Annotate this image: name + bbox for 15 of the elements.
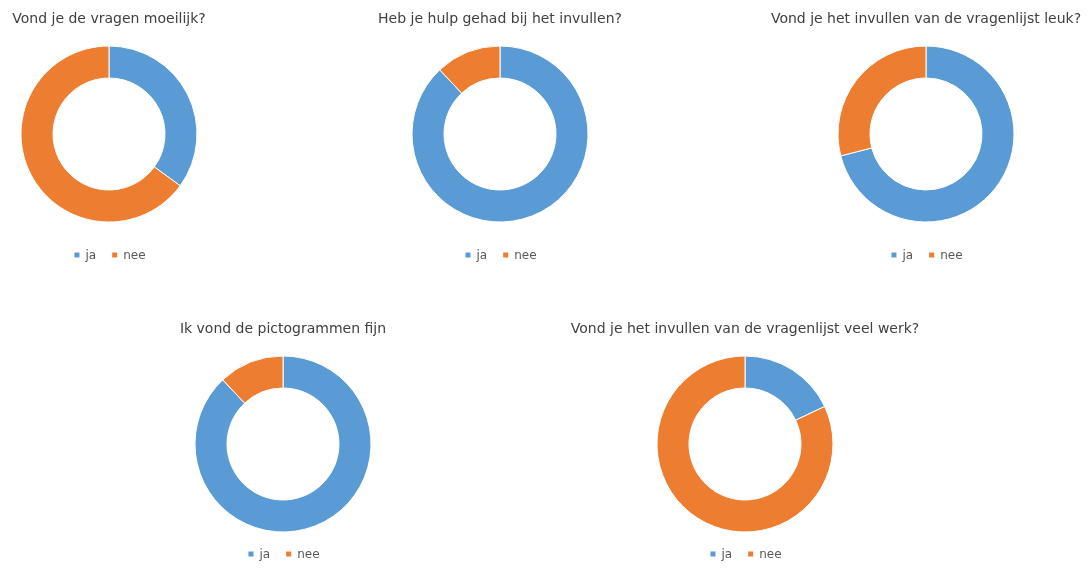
legend-label: ja [720, 547, 733, 561]
legend-label: ja [901, 248, 914, 262]
chart-title: Vond je het invullen van de vragenlijst veel werk? [570, 320, 920, 336]
legend-label: ja [258, 547, 271, 561]
legend-label: nee [297, 547, 320, 561]
chart-title: Heb je hulp gehad bij het invullen? [378, 10, 622, 26]
legend-label: nee [123, 248, 146, 262]
chart-title: Vond je het invullen van de vragenlijst leuk? [770, 10, 1082, 26]
legend-label: ja [475, 248, 488, 262]
legend-label: ja [84, 248, 97, 262]
chart-title: Ik vond de pictogrammen fijn [179, 320, 387, 336]
chart-title: Vond je de vragen moeilijk? [12, 10, 206, 26]
legend-label: nee [514, 248, 537, 262]
legend-label: nee [759, 547, 782, 561]
legend-label: nee [940, 248, 963, 262]
